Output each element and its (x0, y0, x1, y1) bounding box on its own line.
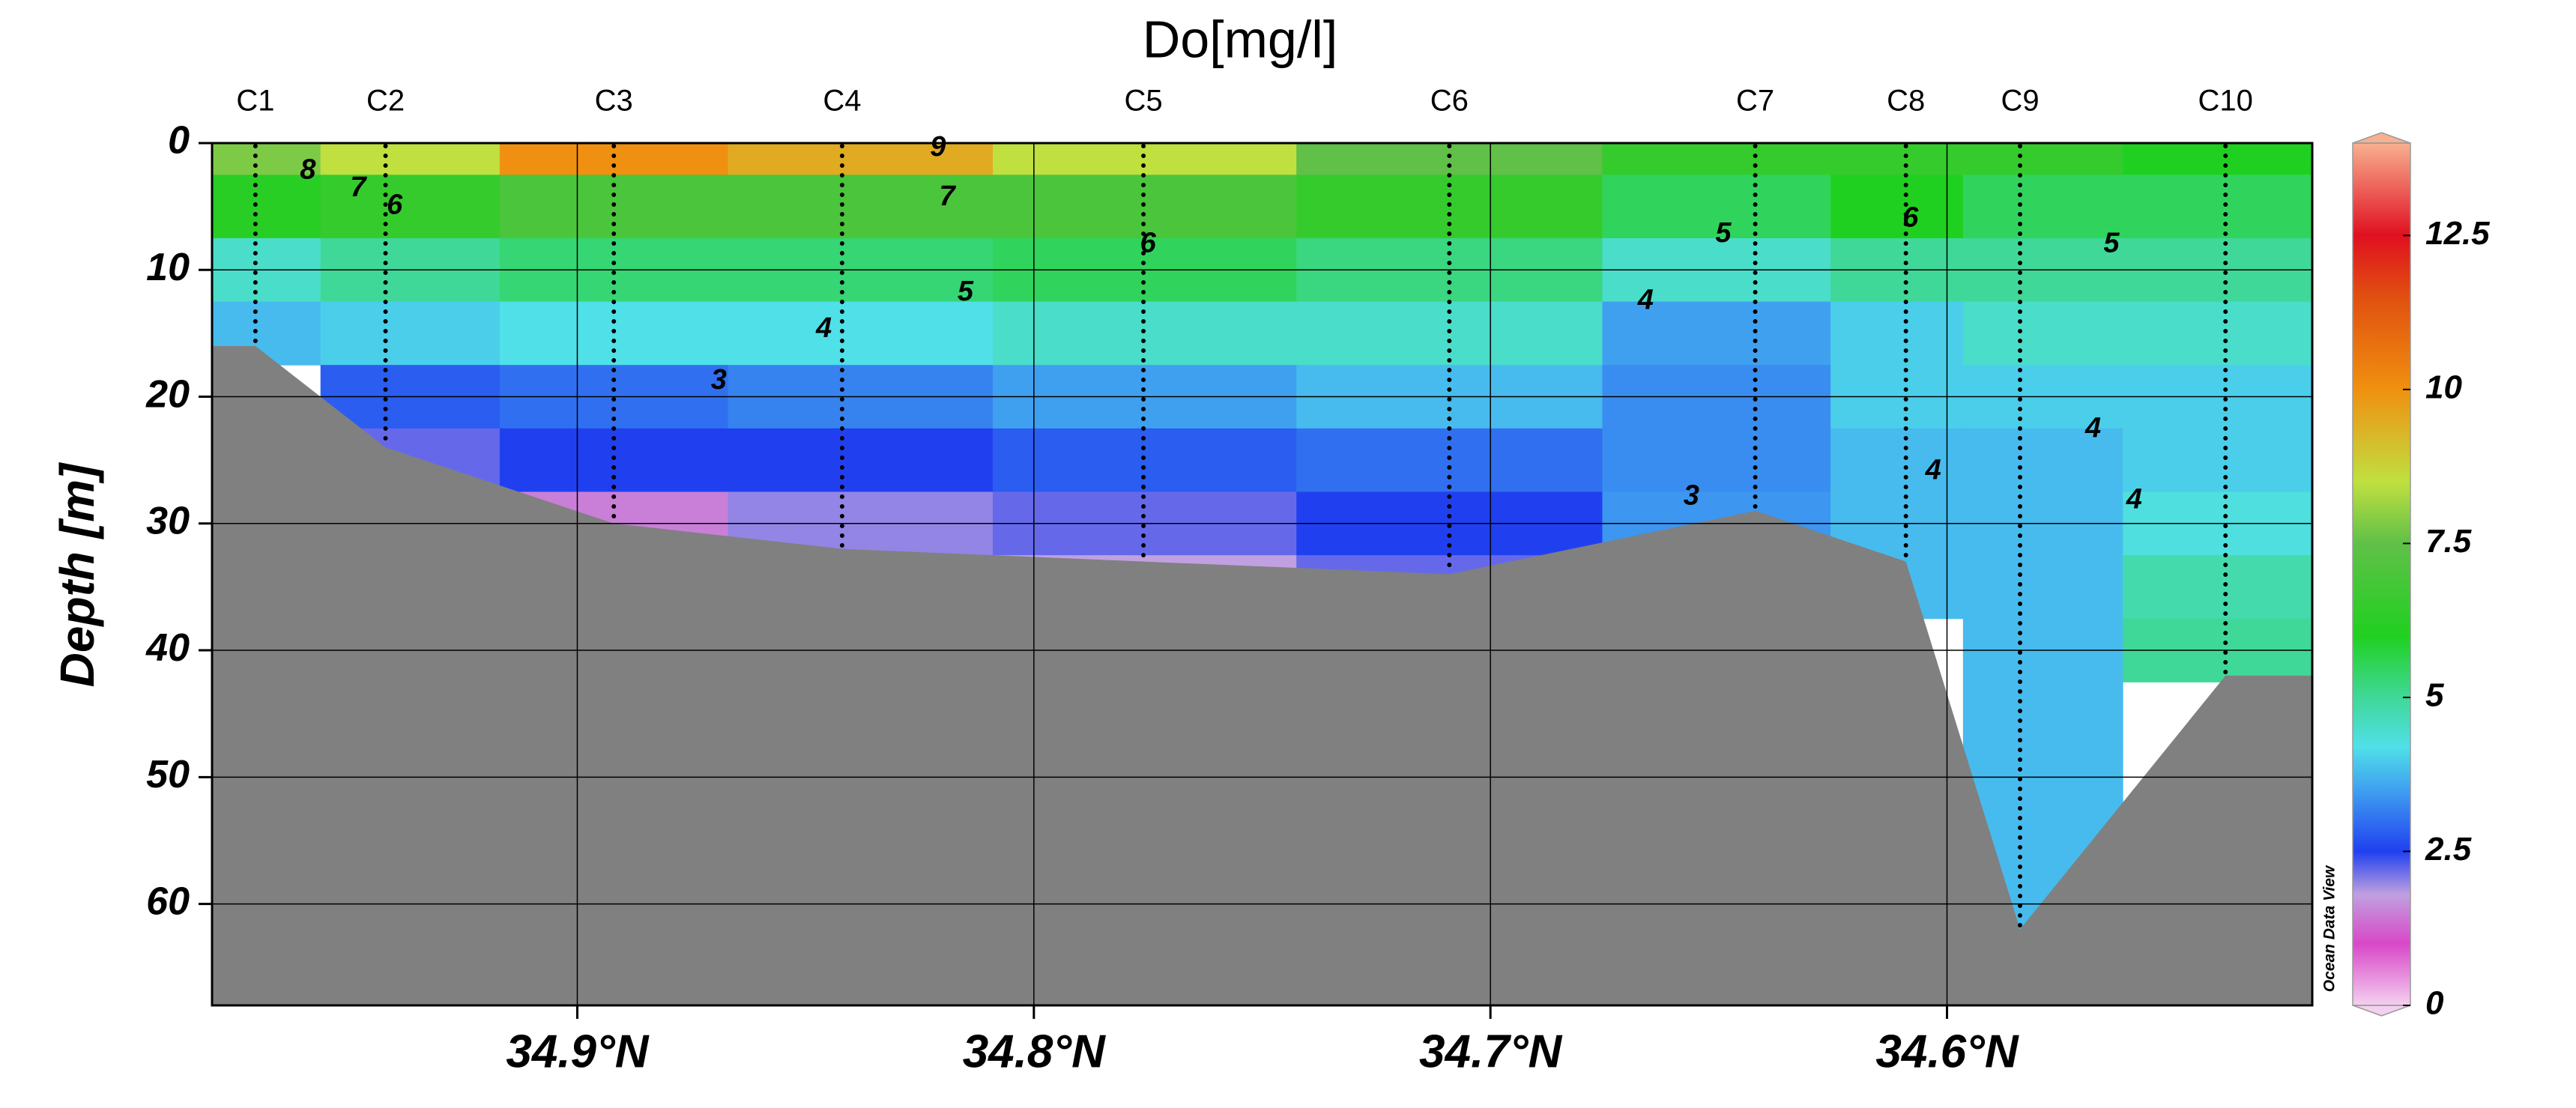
x-tick-label: 34.9°N (506, 1026, 649, 1077)
station-label: C1 (236, 85, 274, 118)
field-cell (2123, 428, 2313, 492)
field-cell (1962, 555, 2123, 620)
field-cell (1962, 682, 2123, 746)
contour-label: 7 (350, 172, 367, 203)
field-cell (1602, 175, 1831, 239)
field-cell (2123, 143, 2313, 175)
colorbar-tick-label: 12.5 (2425, 215, 2490, 252)
contour-label: 3 (711, 364, 727, 396)
field-cell (2123, 175, 2313, 239)
station-label: C8 (1887, 85, 1925, 118)
colorbar-tick-label: 7.5 (2425, 523, 2472, 560)
y-tick-label: 50 (146, 753, 190, 796)
station-label: C10 (2198, 85, 2253, 118)
field-cell (1830, 143, 1964, 175)
field-cell (992, 143, 1297, 175)
contour-label: 4 (2084, 413, 2101, 444)
field-cell (1602, 428, 1831, 492)
contour-label: 5 (2103, 227, 2120, 258)
contour-label: 6 (1902, 202, 1919, 234)
field-cell (320, 301, 501, 366)
seafloor (212, 345, 2312, 1006)
colorbar-tick-label: 5 (2425, 677, 2444, 714)
y-tick-label: 30 (146, 500, 190, 543)
colorbar-tick-label: 10 (2425, 369, 2462, 405)
x-tick-label: 34.6°N (1875, 1026, 2019, 1077)
contour-label: 4 (1637, 285, 1654, 316)
field-cell (320, 175, 501, 239)
contour-label: 5 (958, 276, 974, 307)
y-tick-label: 60 (146, 880, 190, 923)
contour-label: 9 (930, 131, 946, 163)
y-tick-label: 20 (145, 372, 190, 416)
y-tick-label: 0 (168, 119, 190, 163)
field-cell (728, 175, 994, 239)
field-cell (1962, 143, 2123, 175)
field-cell (320, 143, 501, 175)
field-cell (2123, 301, 2313, 366)
field-cell (1602, 143, 1831, 175)
station-label: C6 (1430, 85, 1469, 118)
contour-label: 8 (300, 154, 316, 185)
contour-label: 4 (815, 312, 832, 344)
contour-label: 6 (387, 190, 403, 221)
contour-label: 5 (1715, 217, 1732, 249)
x-tick-label: 34.7°N (1419, 1026, 1562, 1077)
chart-title: Do[mg/l] (1143, 10, 1338, 68)
colorbar-bottom (2352, 1005, 2411, 1017)
station-label: C9 (2001, 85, 2039, 118)
field-cell (1962, 301, 2123, 366)
contour-label: 6 (1140, 227, 1157, 258)
station-label: C3 (595, 85, 633, 118)
contour-label: 3 (1684, 479, 1699, 511)
field-cell (1962, 175, 2123, 239)
field-cell (1962, 428, 2123, 492)
field-cell (1296, 143, 1603, 175)
field-cell (1830, 428, 1964, 492)
colorbar-tick-label: 0 (2425, 985, 2444, 1022)
y-axis-label: Depth [m] (50, 461, 104, 687)
field-cell (728, 428, 994, 492)
colorbar-tick-label: 2.5 (2425, 831, 2472, 868)
y-tick-label: 10 (146, 246, 190, 289)
station-label: C4 (823, 85, 861, 118)
station-label: C7 (1736, 85, 1774, 118)
field-cell (1602, 301, 1831, 366)
colorbar (2353, 143, 2410, 1005)
field-cell (212, 175, 321, 239)
contour-label: 7 (939, 181, 956, 212)
watermark: Ocean Data View (2321, 865, 2338, 992)
colorbar-top (2352, 132, 2411, 144)
contour-label: 4 (2126, 483, 2142, 515)
field-cell (499, 143, 729, 175)
field-cell (212, 143, 321, 175)
field-cell (1830, 175, 1964, 239)
field-cell (728, 301, 994, 366)
plot-frame (211, 142, 2314, 1007)
station-label: C2 (366, 85, 405, 118)
contour-label: 4 (1925, 454, 1941, 485)
field-cell (1830, 301, 1964, 366)
colorbar-frame (2352, 142, 2411, 1006)
station-label: C5 (1124, 85, 1162, 118)
y-tick-label: 40 (145, 626, 190, 670)
field-cell (728, 143, 994, 175)
x-tick-label: 34.8°N (963, 1026, 1106, 1077)
field-cell (2123, 555, 2313, 620)
